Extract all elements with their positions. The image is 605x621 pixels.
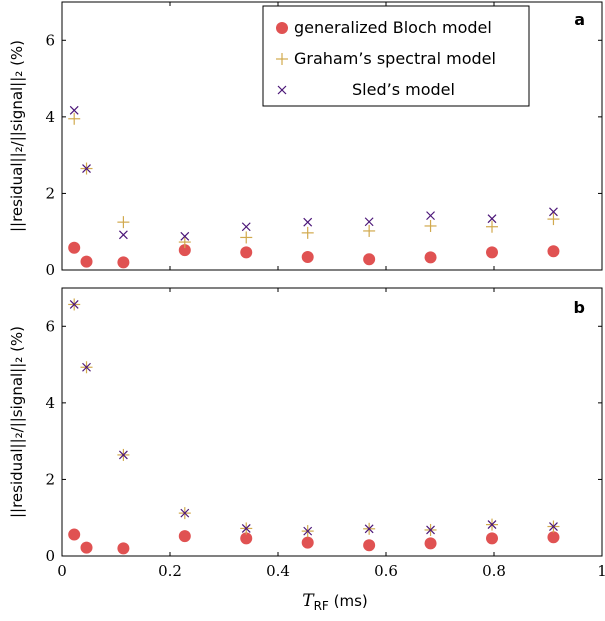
point-circle-a-s0-pt8 bbox=[486, 246, 499, 259]
point-circle-b-s0-pt1 bbox=[80, 541, 93, 554]
point-cross-b-s2-pt2 bbox=[118, 450, 128, 460]
x-tick-label-1: 1 bbox=[597, 562, 605, 580]
point-circle-a-s0-pt3 bbox=[178, 244, 191, 257]
point-circle-a-s0-pt1 bbox=[80, 255, 93, 268]
panel-a-axes: 0 2 4 6 bbox=[45, 2, 603, 279]
point-plus-a-s1-pt7 bbox=[424, 219, 437, 232]
point-cross-b-s2-pt9 bbox=[549, 522, 558, 531]
x-axis-label-unit: (ms) bbox=[329, 592, 368, 610]
y-tick-label-b-2: 2 bbox=[45, 470, 55, 488]
point-circle-a-s0-pt5 bbox=[301, 250, 314, 263]
point-plus-a-s1-pt2 bbox=[117, 216, 130, 229]
point-circle-a-s0-pt0 bbox=[68, 241, 81, 254]
point-cross-a-s2-pt7 bbox=[426, 211, 435, 221]
legend-marker-graham bbox=[276, 53, 288, 65]
point-circle-a-s0-pt2 bbox=[117, 256, 130, 269]
legend: generalized Bloch model Graham’s spectra… bbox=[262, 5, 530, 107]
legend-box bbox=[262, 5, 530, 107]
point-cross-a-s2-pt1 bbox=[82, 164, 91, 173]
point-circle-b-s0-pt4 bbox=[240, 532, 253, 545]
panel-b-y-axis-label: ||residual||₂/||signal||₂ (%) bbox=[8, 326, 26, 518]
point-cross-a-s2-pt9 bbox=[549, 207, 558, 217]
x-tick-label-0.2: 0.2 bbox=[158, 562, 182, 580]
point-circle-b-s0-pt7 bbox=[424, 537, 437, 550]
point-cross-b-s2-pt5 bbox=[303, 526, 313, 536]
panel-a-y-axis-label: ||residual||₂/||signal||₂ (%) bbox=[8, 40, 26, 232]
point-circle-b-s0-pt6 bbox=[363, 539, 376, 552]
panel-a-frame bbox=[61, 1, 603, 271]
point-circle-b-s0-pt2 bbox=[117, 542, 130, 555]
point-plus-a-s1-pt5 bbox=[301, 226, 314, 239]
x-tick-label-0.4: 0.4 bbox=[266, 562, 290, 580]
legend-label-generalized-bloch: generalized Bloch model bbox=[294, 18, 492, 37]
point-cross-a-s2-pt0 bbox=[69, 105, 79, 115]
point-cross-b-s2-pt3 bbox=[180, 508, 190, 518]
panel-a-plot-area bbox=[68, 105, 560, 269]
point-cross-a-s2-pt2 bbox=[118, 230, 128, 240]
x-axis-label-subscript: RF bbox=[314, 599, 329, 613]
point-circle-a-s0-pt6 bbox=[363, 253, 376, 266]
x-tick-label-0.6: 0.6 bbox=[374, 562, 398, 580]
point-circle-b-s0-pt3 bbox=[178, 530, 191, 543]
point-circle-b-s0-pt8 bbox=[486, 532, 499, 545]
point-circle-b-s0-pt0 bbox=[68, 528, 81, 541]
point-circle-a-s0-pt9 bbox=[547, 245, 560, 258]
point-plus-a-s1-pt4 bbox=[240, 231, 253, 244]
x-axis-label-symbol: T bbox=[302, 591, 315, 611]
point-circle-a-s0-pt4 bbox=[240, 246, 253, 259]
panel-b-frame bbox=[61, 287, 603, 557]
point-cross-b-s2-pt0 bbox=[69, 300, 79, 309]
point-cross-b-s2-pt1 bbox=[82, 362, 91, 372]
legend-marker-generalized-bloch bbox=[276, 22, 288, 34]
panel-a-letter: a bbox=[574, 10, 585, 29]
x-axis-label: TRF (ms) bbox=[302, 591, 368, 613]
x-tick-label-0: 0 bbox=[57, 562, 67, 580]
point-cross-a-s2-pt4 bbox=[241, 222, 251, 232]
point-plus-a-s1-pt6 bbox=[363, 224, 376, 237]
point-cross-a-s2-pt5 bbox=[303, 217, 313, 227]
y-tick-label-a-2: 2 bbox=[45, 184, 55, 202]
panel-b-plot-area bbox=[68, 298, 560, 555]
point-cross-b-s2-pt7 bbox=[426, 525, 435, 535]
y-tick-label-b-4: 4 bbox=[45, 394, 55, 412]
point-plus-a-s1-pt9 bbox=[547, 213, 560, 226]
point-circle-b-s0-pt9 bbox=[547, 531, 560, 544]
y-tick-label-b-6: 6 bbox=[45, 317, 55, 335]
y-tick-label-a-0: 0 bbox=[45, 261, 55, 279]
point-plus-a-s1-pt3 bbox=[178, 236, 191, 249]
point-plus-a-s1-pt8 bbox=[486, 220, 499, 233]
x-tick-label-0.8: 0.8 bbox=[482, 562, 506, 580]
point-circle-b-s0-pt5 bbox=[301, 536, 314, 549]
legend-label-graham: Graham’s spectral model bbox=[294, 49, 496, 68]
y-tick-label-b-0: 0 bbox=[45, 547, 55, 565]
panel-b-letter: b bbox=[574, 298, 585, 317]
y-tick-label-a-4: 4 bbox=[45, 108, 55, 126]
point-cross-a-s2-pt6 bbox=[364, 217, 374, 227]
point-cross-a-s2-pt3 bbox=[180, 231, 190, 241]
legend-label-sled: Sled’s model bbox=[352, 80, 455, 99]
point-circle-a-s0-pt7 bbox=[424, 251, 437, 264]
panel-b-axes: 0 2 4 6 0 0.2 0.4 0.6 0.8 1 bbox=[45, 288, 605, 580]
point-plus-a-s1-pt0 bbox=[68, 112, 81, 125]
point-cross-a-s2-pt8 bbox=[487, 214, 497, 224]
y-tick-label-a-6: 6 bbox=[45, 31, 55, 49]
legend-marker-sled bbox=[277, 85, 287, 95]
point-cross-b-s2-pt6 bbox=[364, 524, 374, 534]
point-cross-b-s2-pt4 bbox=[241, 524, 251, 533]
point-cross-b-s2-pt8 bbox=[487, 520, 497, 530]
